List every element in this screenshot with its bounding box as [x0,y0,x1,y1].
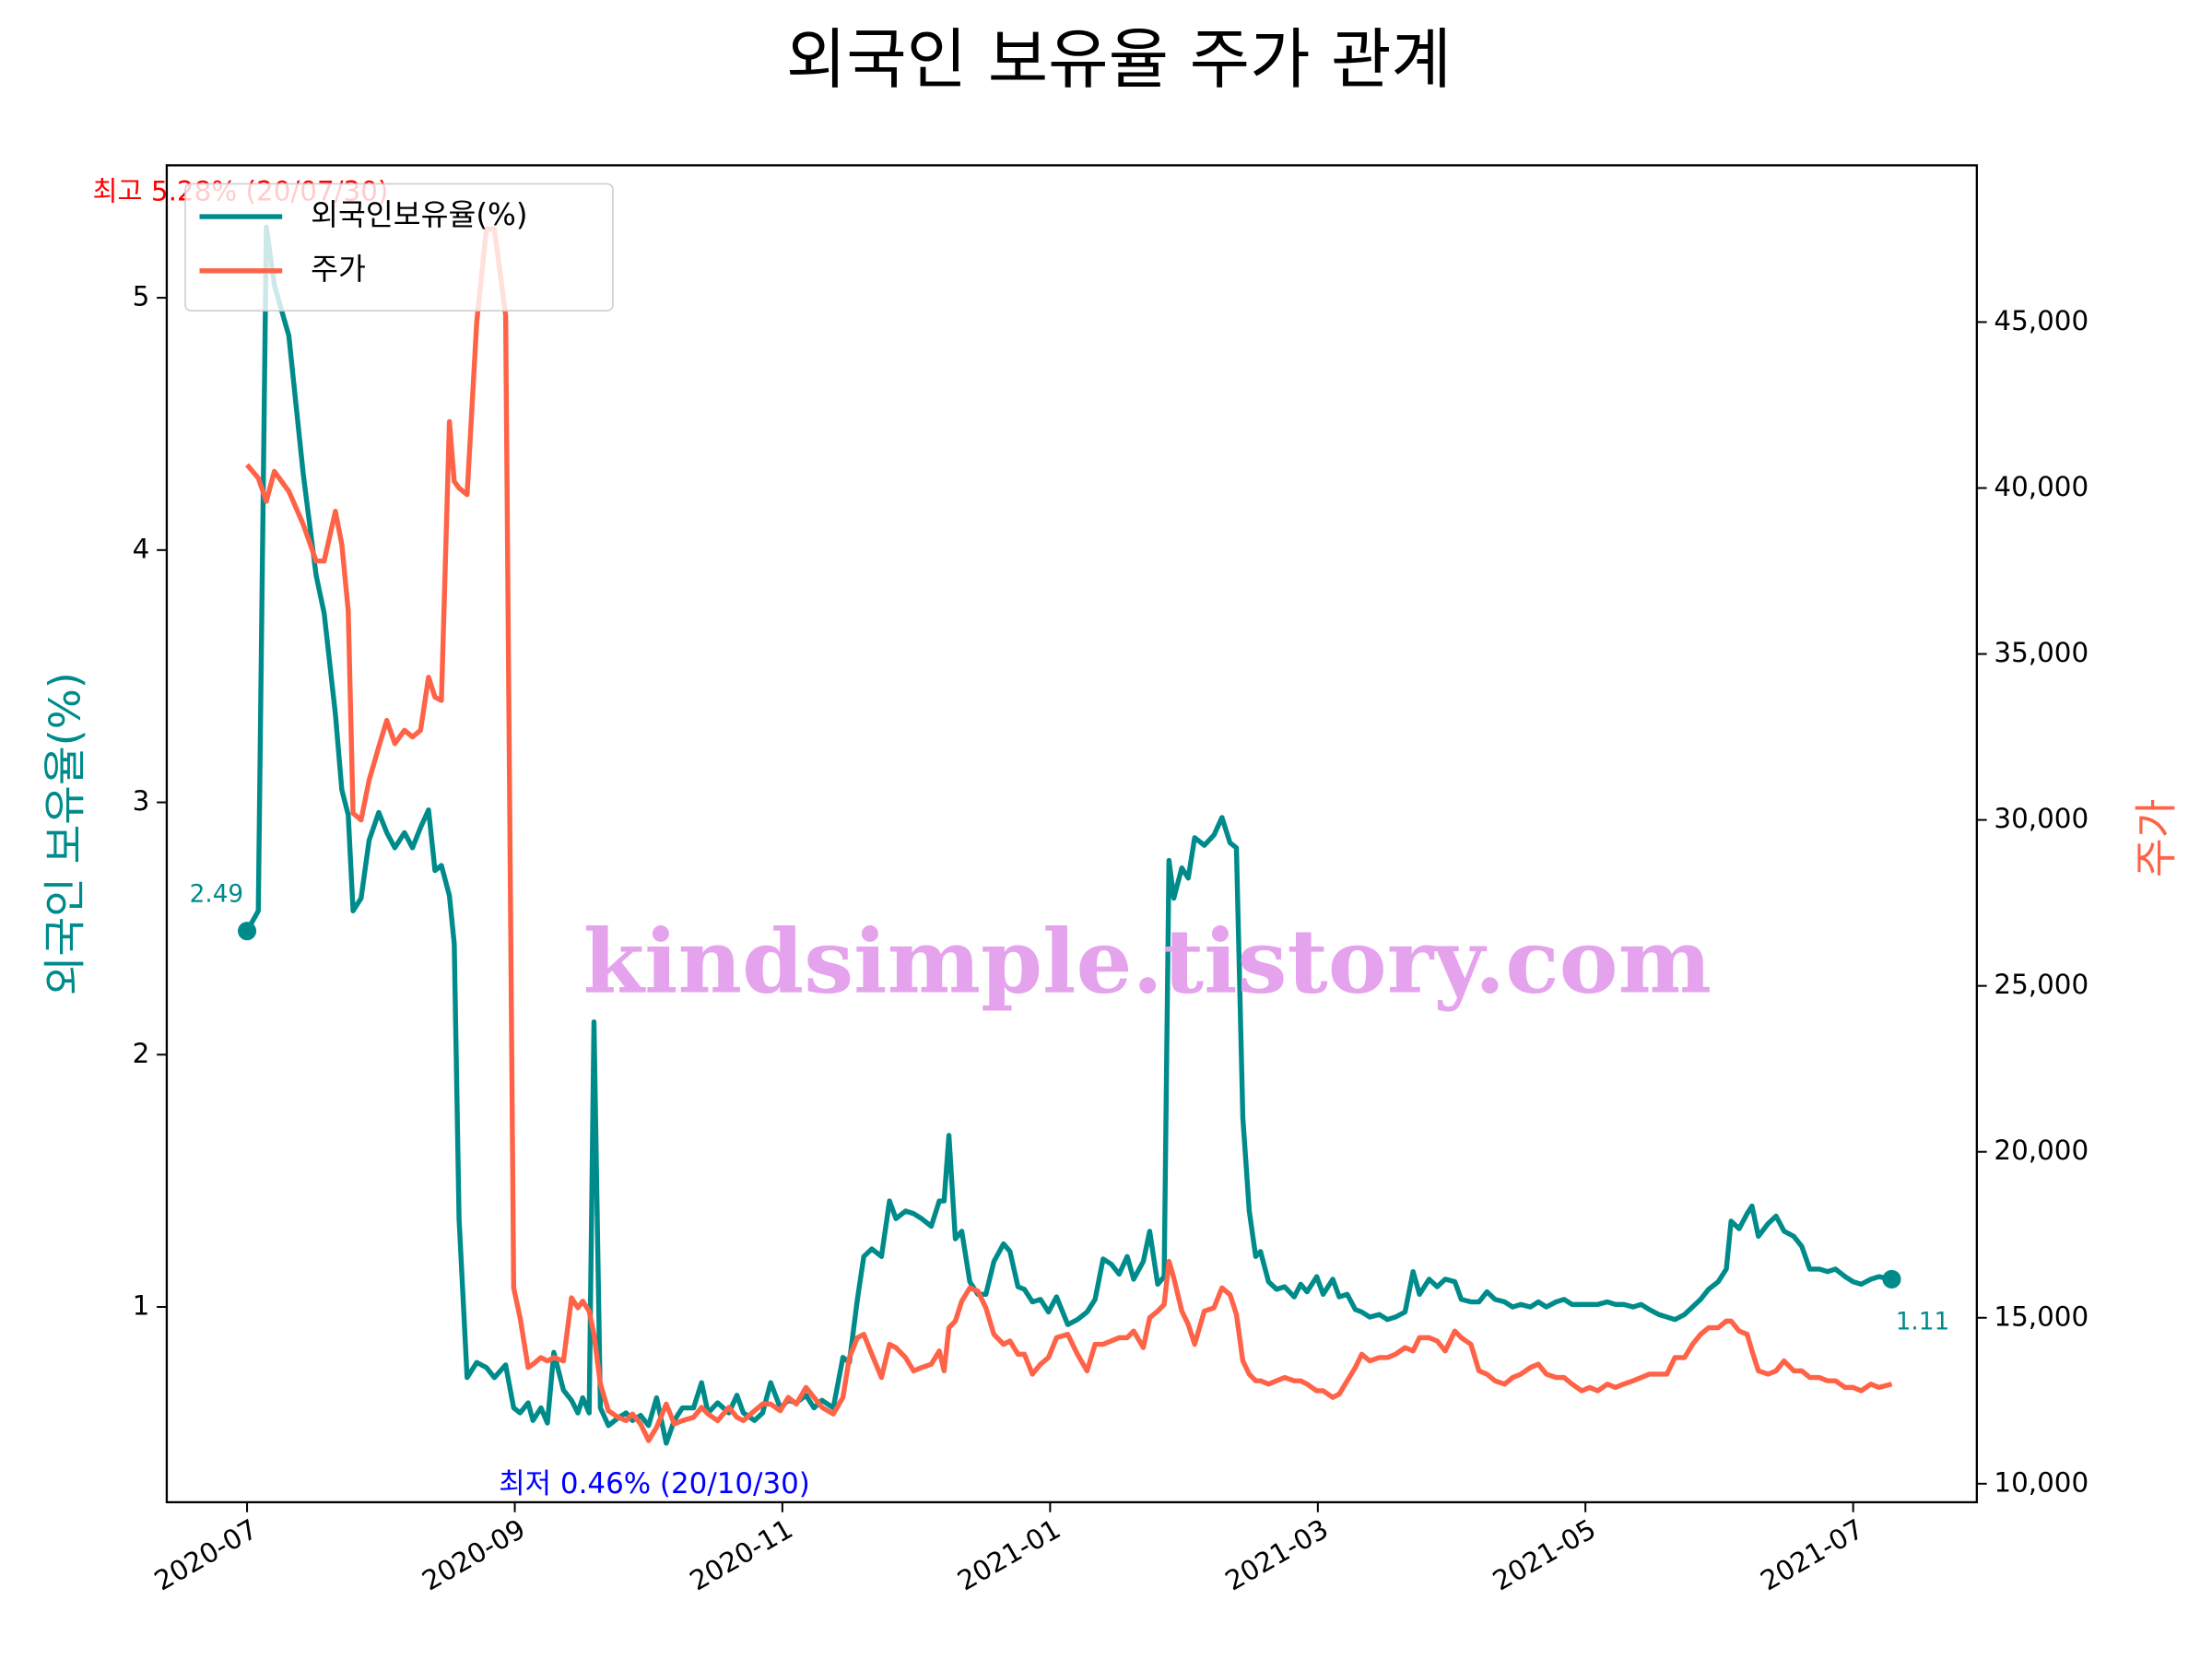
plot-frame [165,164,1979,1504]
y-tick-label: 1 [133,1290,150,1322]
y2-tick-label: 40,000 [1994,471,2088,502]
y2-tick-label: 10,000 [1994,1466,2088,1498]
annotation: 1.11 [1896,1309,1949,1336]
y2-tick-label: 15,000 [1994,1300,2088,1332]
chart-title: 외국인 보유율 주가 관계 [786,21,1452,98]
annotation: 최저 0.46% (20/10/30) [499,1467,810,1500]
y2-tick-label: 45,000 [1994,305,2088,336]
series-line [244,226,1893,1443]
y2-tick-label: 30,000 [1994,803,2088,834]
y2-tick-label: 25,000 [1994,969,2088,1000]
y2-tick-label: 35,000 [1994,637,2088,668]
watermark: kindsimple.tistory.com [583,909,1712,1013]
end-marker [1882,1269,1901,1288]
y-tick-label: 4 [133,533,150,564]
legend-label: 외국인보유율(%) [311,197,527,232]
legend: 외국인보유율(%) 주가 [184,182,614,312]
legend-label: 주가 [311,252,366,287]
y-tick-label: 3 [133,785,150,817]
series-line [244,224,1893,1446]
y2-tick-label: 20,000 [1994,1135,2088,1166]
legend-box [184,182,614,312]
y-axis-label: 외국인 보유율(%) [41,672,90,995]
y-tick-label: 5 [133,281,150,312]
end-marker [238,922,257,941]
y2-axis-label: 주가 [2131,799,2181,877]
annotation: 2.49 [190,881,243,909]
y-tick-label: 2 [133,1038,150,1069]
